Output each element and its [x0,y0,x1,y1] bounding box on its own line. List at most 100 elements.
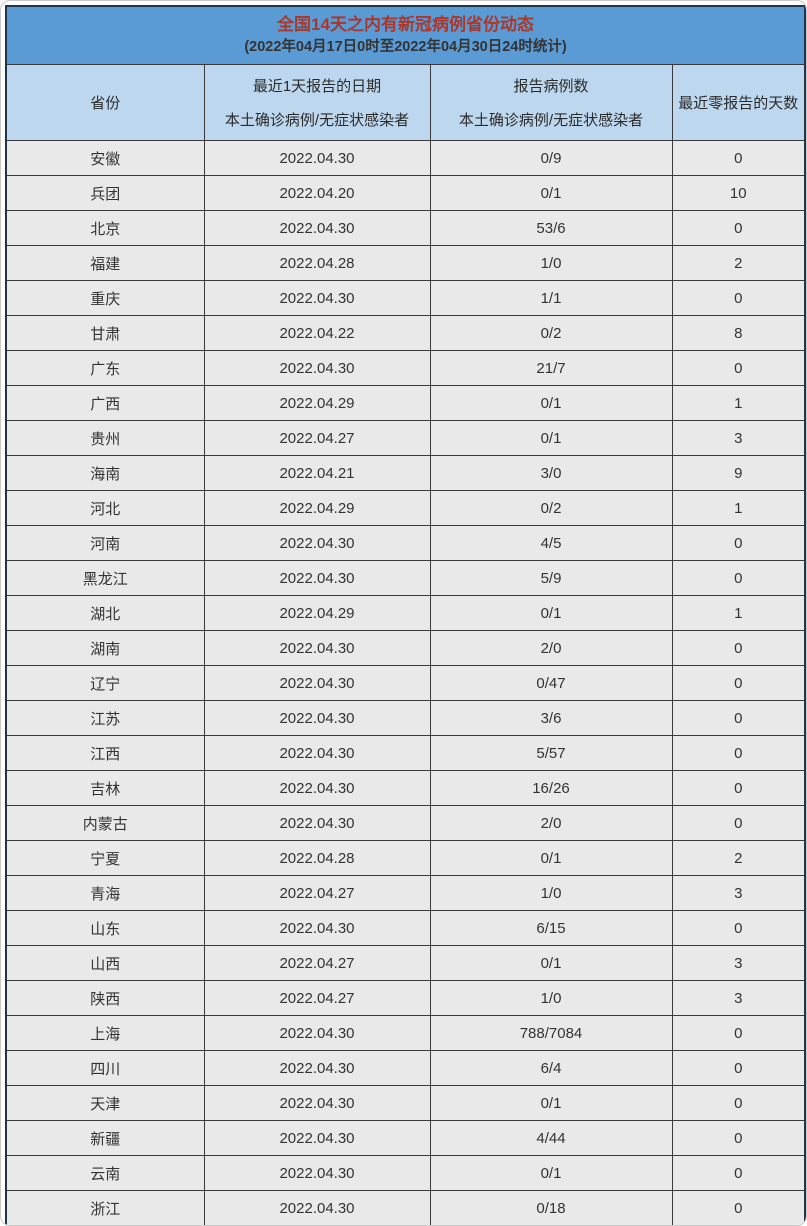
cell-report-date: 2022.04.30 [203,700,431,736]
table-row: 山西 2022.04.27 0/1 3 [5,945,806,981]
cell-zero-report-days: 0 [671,1155,806,1191]
cell-zero-report-days: 0 [671,630,806,666]
cell-report-date: 2022.04.29 [203,385,431,421]
cell-zero-report-days: 2 [671,840,806,876]
table-row: 甘肃 2022.04.22 0/2 8 [5,315,806,351]
cell-zero-report-days: 0 [671,1190,806,1225]
cell-province: 山东 [5,910,205,946]
cell-zero-report-days: 0 [671,280,806,316]
cell-province: 新疆 [5,1120,205,1156]
cell-province: 宁夏 [5,840,205,876]
cell-report-date: 2022.04.30 [203,630,431,666]
cell-zero-report-days: 0 [671,735,806,771]
cell-province: 青海 [5,875,205,911]
cell-province: 兵团 [5,175,205,211]
table-row: 安徽 2022.04.30 0/9 0 [5,140,806,176]
table-row: 江西 2022.04.30 5/57 0 [5,735,806,771]
cell-report-date: 2022.04.28 [203,245,431,281]
cell-case-counts: 5/9 [429,560,673,596]
cell-report-date: 2022.04.21 [203,455,431,491]
cell-case-counts: 6/15 [429,910,673,946]
cell-province: 江西 [5,735,205,771]
cell-report-date: 2022.04.30 [203,1085,431,1121]
cell-province: 山西 [5,945,205,981]
cell-province: 辽宁 [5,665,205,701]
cell-province: 湖南 [5,630,205,666]
cell-zero-report-days: 0 [671,140,806,176]
column-header-row: 省份 最近1天报告的日期 本土确诊病例/无症状感染者 报告病例数 本土确诊病例/… [5,64,806,141]
table-head: 全国14天之内有新冠病例省份动态 (2022年04月17日0时至2022年04月… [5,5,806,141]
table-row: 吉林 2022.04.30 16/26 0 [5,770,806,806]
table-row: 辽宁 2022.04.30 0/47 0 [5,665,806,701]
cell-province: 浙江 [5,1190,205,1225]
table-row: 内蒙古 2022.04.30 2/0 0 [5,805,806,841]
table-row: 黑龙江 2022.04.30 5/9 0 [5,560,806,596]
cell-province: 云南 [5,1155,205,1191]
cell-zero-report-days: 3 [671,945,806,981]
column-header-date-line2: 本土确诊病例/无症状感染者 [224,112,410,129]
cell-report-date: 2022.04.30 [203,140,431,176]
cell-case-counts: 1/0 [429,980,673,1016]
cell-report-date: 2022.04.30 [203,1155,431,1191]
table-row: 重庆 2022.04.30 1/1 0 [5,280,806,316]
cell-zero-report-days: 0 [671,700,806,736]
table-row: 北京 2022.04.30 53/6 0 [5,210,806,246]
cell-case-counts: 53/6 [429,210,673,246]
cell-province: 陕西 [5,980,205,1016]
table-row: 上海 2022.04.30 788/7084 0 [5,1015,806,1051]
table-row: 湖南 2022.04.30 2/0 0 [5,630,806,666]
cell-report-date: 2022.04.28 [203,840,431,876]
cell-report-date: 2022.04.30 [203,1190,431,1225]
cell-case-counts: 6/4 [429,1050,673,1086]
cell-province: 江苏 [5,700,205,736]
cell-province: 吉林 [5,770,205,806]
table-row: 福建 2022.04.28 1/0 2 [5,245,806,281]
cell-zero-report-days: 0 [671,1120,806,1156]
cell-case-counts: 3/6 [429,700,673,736]
cell-case-counts: 0/2 [429,490,673,526]
cell-case-counts: 1/0 [429,875,673,911]
cell-report-date: 2022.04.30 [203,280,431,316]
cell-report-date: 2022.04.30 [203,525,431,561]
cell-report-date: 2022.04.30 [203,1015,431,1051]
table-row: 海南 2022.04.21 3/0 9 [5,455,806,491]
cell-case-counts: 21/7 [429,350,673,386]
cell-report-date: 2022.04.30 [203,1050,431,1086]
title-stack: 全国14天之内有新冠病例省份动态 (2022年04月17日0时至2022年04月… [7,7,804,64]
cell-case-counts: 3/0 [429,455,673,491]
cell-report-date: 2022.04.30 [203,1120,431,1156]
column-header-cases-line1: 报告病例数 [513,78,589,95]
cell-case-counts: 2/0 [429,805,673,841]
table-row: 广东 2022.04.30 21/7 0 [5,350,806,386]
covid-province-table: 全国14天之内有新冠病例省份动态 (2022年04月17日0时至2022年04月… [5,5,806,1225]
cell-province: 甘肃 [5,315,205,351]
table-title: 全国14天之内有新冠病例省份动态 [277,15,534,35]
cell-case-counts: 0/47 [429,665,673,701]
cell-zero-report-days: 1 [671,490,806,526]
cell-zero-report-days: 0 [671,210,806,246]
cell-report-date: 2022.04.30 [203,350,431,386]
cell-province: 广东 [5,350,205,386]
cell-case-counts: 0/1 [429,385,673,421]
cell-case-counts: 2/0 [429,630,673,666]
table-row: 河南 2022.04.30 4/5 0 [5,525,806,561]
cell-report-date: 2022.04.29 [203,490,431,526]
cell-province: 天津 [5,1085,205,1121]
cell-case-counts: 0/1 [429,420,673,456]
cell-report-date: 2022.04.27 [203,420,431,456]
cell-province: 河北 [5,490,205,526]
cell-zero-report-days: 0 [671,1015,806,1051]
cell-case-counts: 0/2 [429,315,673,351]
cell-zero-report-days: 0 [671,665,806,701]
cell-case-counts: 5/57 [429,735,673,771]
column-header-days: 最近零报告的天数 [671,64,806,141]
table-row: 宁夏 2022.04.28 0/1 2 [5,840,806,876]
cell-case-counts: 0/1 [429,175,673,211]
cell-zero-report-days: 3 [671,420,806,456]
cell-zero-report-days: 0 [671,1050,806,1086]
cell-report-date: 2022.04.27 [203,875,431,911]
cell-zero-report-days: 0 [671,770,806,806]
cell-case-counts: 0/1 [429,595,673,631]
